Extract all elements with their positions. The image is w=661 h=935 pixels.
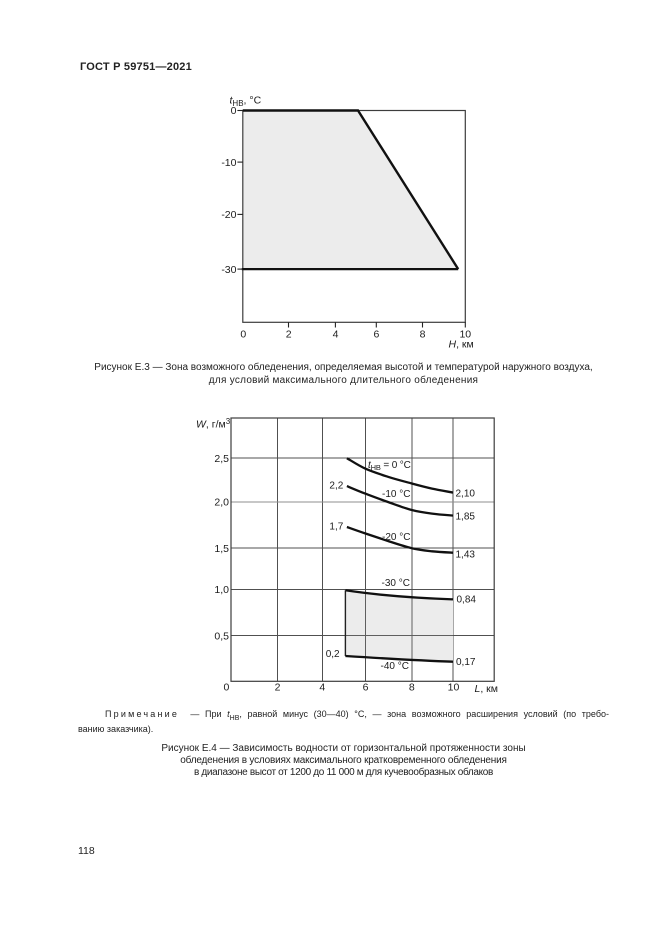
svg-text:8: 8 bbox=[409, 681, 415, 693]
svg-text:0,2: 0,2 bbox=[326, 649, 340, 660]
svg-text:0,84: 0,84 bbox=[457, 595, 477, 606]
svg-text:1,43: 1,43 bbox=[456, 549, 476, 560]
svg-text:6: 6 bbox=[363, 681, 369, 693]
svg-text:0,17: 0,17 bbox=[456, 657, 476, 668]
svg-text:-30: -30 bbox=[221, 264, 236, 276]
svg-text:0,5: 0,5 bbox=[214, 630, 229, 642]
svg-text:2: 2 bbox=[286, 328, 292, 340]
svg-text:L, км: L, км bbox=[475, 683, 499, 695]
svg-text:1,5: 1,5 bbox=[214, 543, 229, 555]
svg-text:-10 °C: -10 °C bbox=[382, 489, 410, 500]
svg-text:10: 10 bbox=[448, 681, 460, 693]
svg-text:H, км: H, км bbox=[449, 339, 474, 351]
svg-text:0: 0 bbox=[240, 328, 246, 340]
svg-text:2,2: 2,2 bbox=[329, 480, 343, 491]
svg-text:6: 6 bbox=[373, 328, 379, 340]
svg-text:-10: -10 bbox=[221, 157, 236, 169]
svg-text:-20: -20 bbox=[221, 209, 236, 221]
svg-text:8: 8 bbox=[420, 328, 426, 340]
svg-text:4: 4 bbox=[333, 328, 339, 340]
svg-text:1,0: 1,0 bbox=[214, 584, 229, 596]
svg-text:W, г/м3: W, г/м3 bbox=[196, 417, 231, 431]
svg-text:-30 °C: -30 °C bbox=[382, 578, 410, 589]
svg-text:10: 10 bbox=[459, 328, 471, 340]
svg-text:2: 2 bbox=[275, 681, 281, 693]
svg-text:4: 4 bbox=[319, 681, 325, 693]
svg-text:1,85: 1,85 bbox=[456, 512, 476, 523]
svg-text:0: 0 bbox=[231, 105, 237, 117]
svg-text:1,7: 1,7 bbox=[329, 521, 343, 532]
svg-text:0: 0 bbox=[223, 681, 229, 693]
svg-text:tНВ = 0 °C: tНВ = 0 °C bbox=[368, 460, 411, 472]
svg-text:-20 °C: -20 °C bbox=[382, 532, 410, 543]
svg-text:2,0: 2,0 bbox=[214, 497, 229, 509]
svg-text:tНВ, °C: tНВ, °C bbox=[230, 95, 262, 109]
svg-text:2,10: 2,10 bbox=[456, 489, 476, 500]
svg-text:2,5: 2,5 bbox=[214, 453, 229, 465]
svg-text:-40 °C: -40 °C bbox=[381, 661, 409, 672]
